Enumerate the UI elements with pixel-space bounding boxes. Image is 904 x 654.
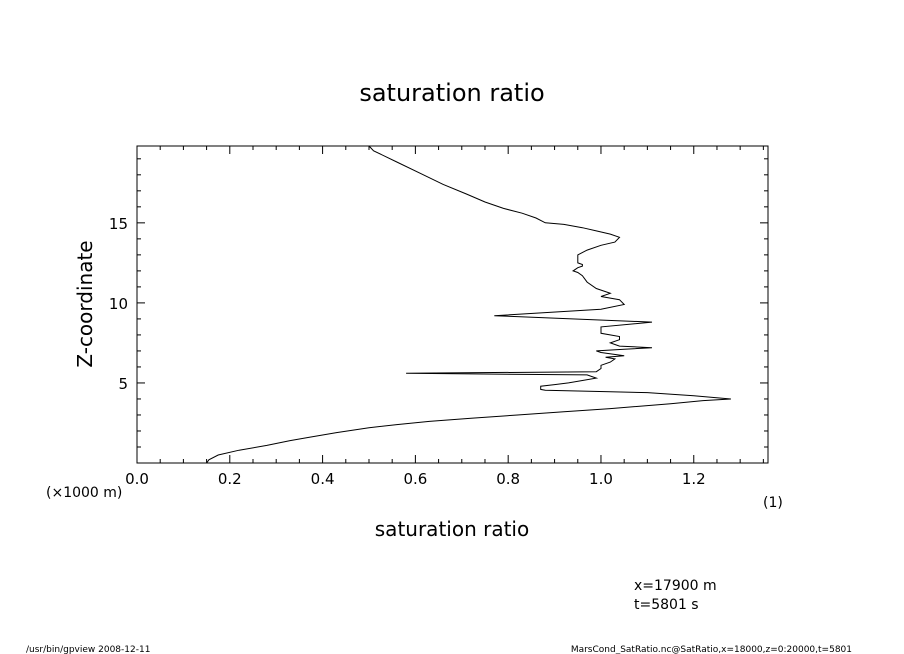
x-tick-label: 0.8 — [496, 470, 520, 488]
x-tick-label: 0.2 — [218, 470, 242, 488]
y-axis-label: Z-coordinate — [73, 240, 97, 367]
x-tick-label: 0.0 — [125, 470, 149, 488]
y-tick-label: 15 — [109, 215, 128, 233]
y-tick-label: 10 — [109, 295, 128, 313]
x-position-annotation: x=17900 m — [634, 578, 717, 594]
x-tick-label: 1.0 — [589, 470, 613, 488]
x-tick-label: 1.2 — [682, 470, 706, 488]
y-unit-label: (×1000 m) — [46, 485, 122, 501]
y-tick-label: 5 — [118, 375, 128, 393]
x-axis-tick-labels: 0.0 0.2 0.4 0.6 0.8 1.0 1.2 — [125, 470, 706, 488]
x-axis-label: saturation ratio — [375, 517, 529, 541]
series-line — [206, 145, 731, 464]
footer-right: MarsCond_SatRatio.nc@SatRatio,x=18000,z=… — [571, 645, 852, 654]
plot-frame — [136, 145, 769, 464]
x-axis-ticks — [159, 146, 764, 463]
time-annotation: t=5801 s — [634, 597, 699, 613]
y-axis-ticks — [137, 158, 768, 448]
x-tick-label: 0.6 — [403, 470, 427, 488]
chart-title: saturation ratio — [359, 79, 544, 107]
x-tick-label: 0.4 — [311, 470, 335, 488]
y-axis-tick-labels: 5 10 15 — [109, 215, 128, 393]
x-unit-label: (1) — [763, 495, 783, 511]
footer-left: /usr/bin/gpview 2008-12-11 — [26, 645, 150, 654]
